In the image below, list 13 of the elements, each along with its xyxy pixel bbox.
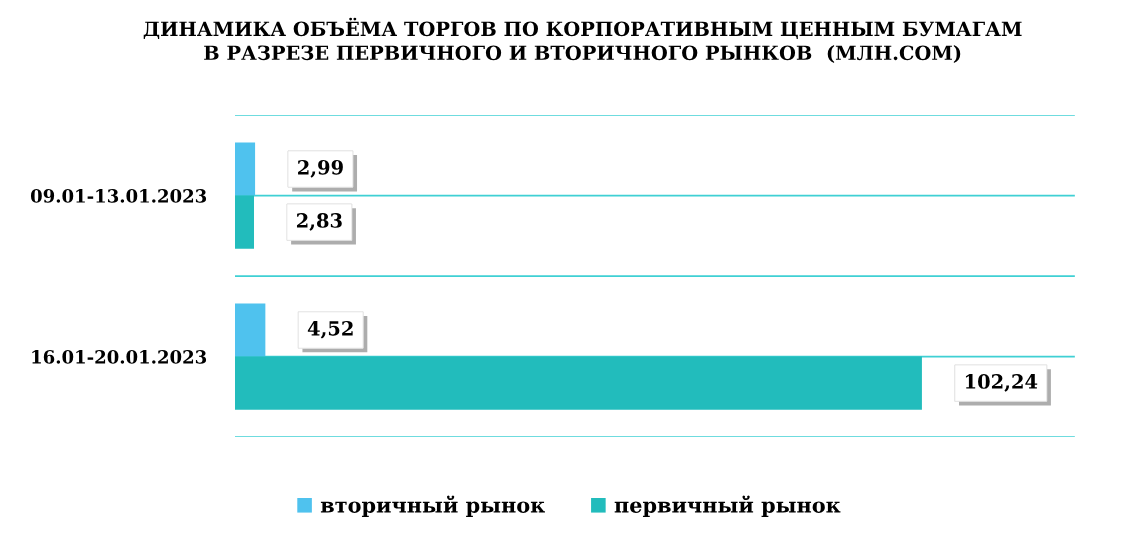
data-label: 4,52 [307,320,353,339]
legend-label: вторичный рынок [320,495,545,517]
data-label: 2,99 [298,159,343,178]
y-tick-label: 16.01-20.01.2023 [32,350,207,364]
data-label: 2,83 [296,213,342,231]
y-tick-label: 09.01-13.01.2023 [30,189,207,203]
bar [235,195,255,249]
chart-title: ДИНАМИКА ОБЪЁМА ТОРГОВ ПО КОРПОРАТИВНЫМ ЦЕННЫМ БУМАГАМ В РАЗРЕЗЕ ПЕРВИЧНОГО И ВТОРИЧНОГО РЫНКОВ (МЛН.СОМ) [143,17,1022,63]
bar [235,303,266,357]
legend-label: первичный рынок [614,495,841,517]
bar [235,142,256,196]
data-label: 102,24 [965,374,1038,392]
bar [235,356,922,410]
